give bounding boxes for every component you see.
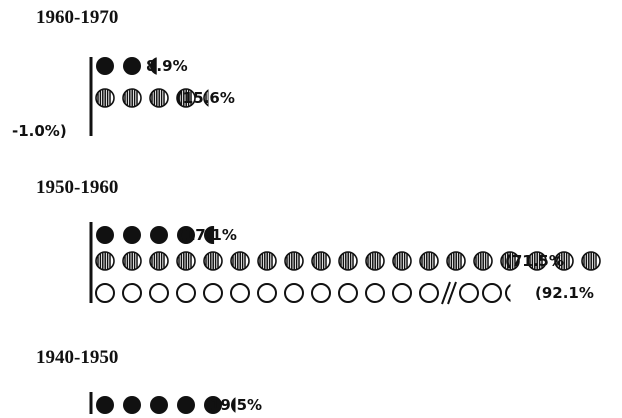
pictograph-icon-striped: [230, 251, 250, 271]
pictograph-icon-solid: [96, 396, 114, 414]
pictograph-icon-solid: [204, 396, 222, 414]
pictograph-icon-striped: [311, 251, 331, 271]
pictograph-icon-striped: [95, 88, 115, 108]
pictograph-icon-solid: [177, 396, 195, 414]
pictograph-icon-striped: [500, 251, 520, 271]
pictograph-icon-open: [365, 283, 385, 303]
pictograph-icon-solid: [96, 226, 114, 244]
pictograph-icon-open: [176, 283, 196, 303]
pictograph-icon-striped: [581, 251, 601, 271]
pictograph-icon-striped: [95, 251, 115, 271]
pictograph-icon-solid: [150, 57, 157, 75]
value-label: 8.9%: [146, 57, 188, 75]
pictograph-icon-open: [122, 283, 142, 303]
pictograph-icon-open: [505, 284, 511, 302]
period-label: 1950-1960: [36, 177, 118, 198]
pictograph-icon-open: [482, 283, 502, 303]
pictograph-icon-solid: [123, 226, 141, 244]
value-label: 19.5%: [210, 396, 262, 414]
axis-break-mark: [447, 281, 457, 305]
pictograph-icon-solid: [123, 396, 141, 414]
pictograph-icon-open: [149, 283, 169, 303]
pictograph-icon-solid: [150, 226, 168, 244]
value-label: (71.5%: [505, 252, 564, 270]
pictograph-icon-striped: [365, 251, 385, 271]
value-label: (92.1%: [535, 284, 594, 302]
pictograph-icon-striped: [419, 251, 439, 271]
row-striped: [95, 88, 209, 108]
pictograph-icon-striped: [176, 88, 196, 108]
pictograph-icon-solid: [150, 396, 168, 414]
pictograph-icon-striped: [392, 251, 412, 271]
pictograph-icon-open: [392, 283, 412, 303]
axis-break-mark: [441, 281, 451, 305]
pictograph-icon-striped: [122, 88, 142, 108]
value-label-negative: -1.0%): [12, 122, 67, 140]
pictograph-icon-striped: [284, 251, 304, 271]
pictograph-icon-open: [203, 283, 223, 303]
pictograph-icon-open: [284, 283, 304, 303]
row-solid: [96, 396, 236, 414]
pictograph-icon-striped: [446, 251, 466, 271]
pictograph-icon-open: [459, 283, 479, 303]
pictograph-icon-open: [257, 283, 277, 303]
pictograph-icon-striped: [554, 251, 574, 271]
row-solid: [96, 57, 157, 75]
pictograph-icon-open: [419, 283, 439, 303]
period-label: 1940-1950: [36, 347, 118, 368]
pictograph-icon-striped: [149, 88, 169, 108]
row-striped: [95, 251, 601, 271]
pictograph-icon-solid: [96, 57, 114, 75]
row-open: [95, 281, 511, 305]
value-label: (15.6%: [176, 89, 235, 107]
pictograph-icon-striped: [149, 251, 169, 271]
pictograph-icon-striped: [257, 251, 277, 271]
pictograph-icon-striped: [122, 251, 142, 271]
pictograph-icon-open: [311, 283, 331, 303]
pictograph-icon-striped: [176, 251, 196, 271]
pictograph-icon-open: [338, 283, 358, 303]
period-label: 1960-1970: [36, 7, 118, 28]
pictograph-icon-striped: [203, 89, 209, 107]
value-label: (17.1%: [178, 226, 237, 244]
pictograph-icon-striped: [203, 251, 223, 271]
pictograph-icon-solid: [123, 57, 141, 75]
pictograph-icon-striped: [473, 251, 493, 271]
pictograph-icon-solid: [204, 226, 215, 244]
pictograph-icon-solid: [231, 397, 236, 413]
pictograph-icon-open: [95, 283, 115, 303]
row-solid: [96, 226, 215, 244]
pictograph-icon-striped: [338, 251, 358, 271]
pictograph-icon-open: [230, 283, 250, 303]
pictograph-icon-solid: [177, 226, 195, 244]
pictograph-icon-striped: [527, 251, 547, 271]
